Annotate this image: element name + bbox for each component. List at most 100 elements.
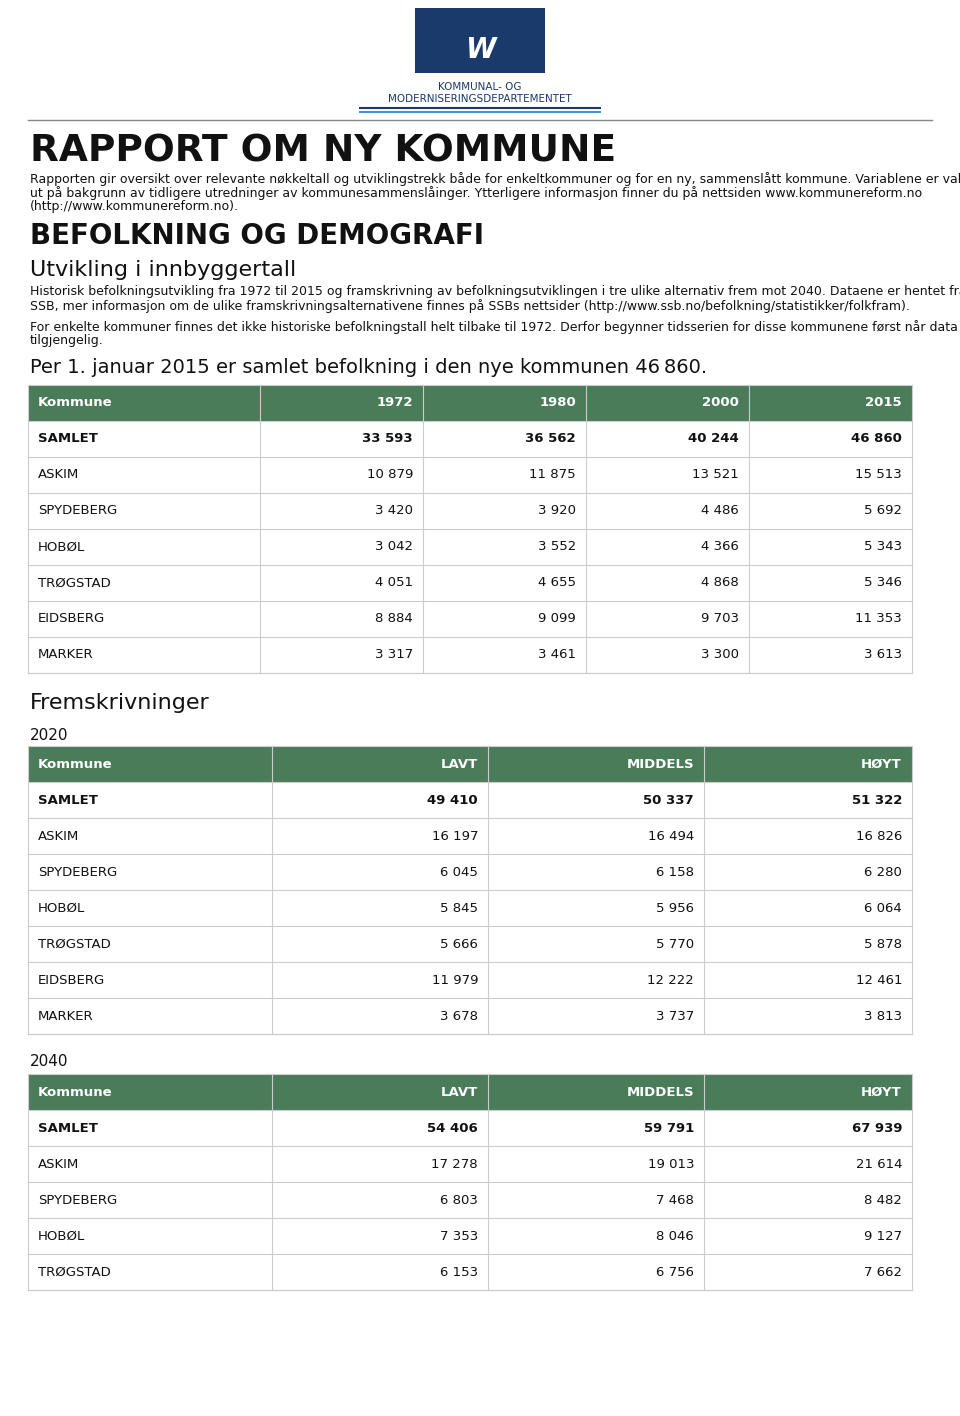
- Text: 3 813: 3 813: [864, 1010, 902, 1022]
- Text: 9 099: 9 099: [539, 613, 576, 626]
- Bar: [28, 530, 912, 565]
- Bar: [28, 385, 912, 421]
- Text: EIDSBERG: EIDSBERG: [38, 613, 106, 626]
- Text: SAMLET: SAMLET: [38, 1121, 98, 1134]
- Text: 19 013: 19 013: [647, 1157, 694, 1171]
- Text: 8 884: 8 884: [375, 613, 413, 626]
- Text: KOMMUNAL- OG: KOMMUNAL- OG: [439, 82, 521, 92]
- Text: HØYT: HØYT: [861, 1086, 902, 1099]
- Text: SPYDEBERG: SPYDEBERG: [38, 504, 117, 517]
- Text: 10 879: 10 879: [367, 469, 413, 481]
- Text: 3 613: 3 613: [864, 649, 902, 661]
- Text: 1972: 1972: [376, 396, 413, 409]
- Text: Per 1. januar 2015 er samlet befolkning i den nye kommunen 46 860.: Per 1. januar 2015 er samlet befolkning …: [30, 358, 708, 377]
- Text: Utvikling i innbyggertall: Utvikling i innbyggertall: [30, 261, 297, 280]
- Text: 4 486: 4 486: [701, 504, 739, 517]
- Text: 6 153: 6 153: [440, 1266, 478, 1279]
- Text: HOBØL: HOBØL: [38, 902, 85, 915]
- Text: 5 956: 5 956: [656, 902, 694, 915]
- Text: 12 461: 12 461: [855, 974, 902, 987]
- Text: LAVT: LAVT: [441, 758, 478, 770]
- Text: 11 353: 11 353: [855, 613, 902, 626]
- Text: 7 353: 7 353: [440, 1229, 478, 1242]
- Text: 49 410: 49 410: [427, 793, 478, 807]
- Text: 16 197: 16 197: [431, 830, 478, 843]
- Text: 3 042: 3 042: [375, 541, 413, 554]
- Text: 6 280: 6 280: [864, 865, 902, 878]
- Text: 3 461: 3 461: [538, 649, 576, 661]
- Text: 2040: 2040: [30, 1054, 68, 1069]
- Text: HØYT: HØYT: [861, 758, 902, 770]
- Text: Kommune: Kommune: [38, 758, 112, 770]
- Text: MARKER: MARKER: [38, 649, 94, 661]
- Text: 33 593: 33 593: [362, 432, 413, 446]
- Text: ASKIM: ASKIM: [38, 830, 80, 843]
- Bar: [28, 1182, 912, 1218]
- Text: 6 158: 6 158: [656, 865, 694, 878]
- Text: Rapporten gir oversikt over relevante nøkkeltall og utviklingstrekk både for enk: Rapporten gir oversikt over relevante nø…: [30, 171, 960, 185]
- Text: Kommune: Kommune: [38, 1086, 112, 1099]
- Bar: [28, 565, 912, 600]
- Text: 17 278: 17 278: [431, 1157, 478, 1171]
- Text: 4 051: 4 051: [375, 576, 413, 589]
- Bar: [28, 1073, 912, 1110]
- Text: MIDDELS: MIDDELS: [626, 1086, 694, 1099]
- Bar: [28, 1146, 912, 1182]
- Text: 40 244: 40 244: [688, 432, 739, 446]
- Bar: [28, 854, 912, 891]
- Text: SPYDEBERG: SPYDEBERG: [38, 1194, 117, 1206]
- Text: 6 064: 6 064: [864, 902, 902, 915]
- Text: MIDDELS: MIDDELS: [626, 758, 694, 770]
- Text: 59 791: 59 791: [644, 1121, 694, 1134]
- Text: 4 366: 4 366: [701, 541, 739, 554]
- Text: SSB, mer informasjon om de ulike framskrivningsalternativene finnes på SSBs nett: SSB, mer informasjon om de ulike framskr…: [30, 299, 910, 313]
- Text: 54 406: 54 406: [427, 1121, 478, 1134]
- Text: 9 127: 9 127: [864, 1229, 902, 1242]
- Text: Fremskrivninger: Fremskrivninger: [30, 692, 209, 714]
- Text: 7 662: 7 662: [864, 1266, 902, 1279]
- Bar: [28, 637, 912, 673]
- Text: 8 046: 8 046: [657, 1229, 694, 1242]
- Text: 8 482: 8 482: [864, 1194, 902, 1206]
- Text: ut på bakgrunn av tidligere utredninger av kommunesammenslåinger. Ytterligere in: ut på bakgrunn av tidligere utredninger …: [30, 185, 923, 200]
- Text: TRØGSTAD: TRØGSTAD: [38, 1266, 110, 1279]
- Bar: [28, 1110, 912, 1146]
- Text: 16 826: 16 826: [855, 830, 902, 843]
- Bar: [28, 600, 912, 637]
- Text: 3 678: 3 678: [440, 1010, 478, 1022]
- Text: 3 317: 3 317: [374, 649, 413, 661]
- Text: W: W: [465, 35, 495, 64]
- Text: 6 045: 6 045: [440, 865, 478, 878]
- Text: 11 979: 11 979: [431, 974, 478, 987]
- Text: 1980: 1980: [540, 396, 576, 409]
- Text: MARKER: MARKER: [38, 1010, 94, 1022]
- Text: tilgjengelig.: tilgjengelig.: [30, 334, 104, 347]
- Text: 21 614: 21 614: [855, 1157, 902, 1171]
- Bar: [28, 782, 912, 818]
- Text: For enkelte kommuner finnes det ikke historiske befolkningstall helt tilbake til: For enkelte kommuner finnes det ikke his…: [30, 320, 960, 334]
- Text: 16 494: 16 494: [648, 830, 694, 843]
- Text: 3 920: 3 920: [538, 504, 576, 517]
- Text: SAMLET: SAMLET: [38, 432, 98, 446]
- Text: 2015: 2015: [865, 396, 902, 409]
- Text: 51 322: 51 322: [852, 793, 902, 807]
- Text: 3 300: 3 300: [701, 649, 739, 661]
- Text: 5 346: 5 346: [864, 576, 902, 589]
- Text: 2000: 2000: [702, 396, 739, 409]
- Bar: [28, 493, 912, 530]
- Text: 7 468: 7 468: [656, 1194, 694, 1206]
- Text: 12 222: 12 222: [647, 974, 694, 987]
- Text: Historisk befolkningsutvikling fra 1972 til 2015 og framskrivning av befolknings: Historisk befolkningsutvikling fra 1972 …: [30, 285, 960, 297]
- Text: 3 420: 3 420: [375, 504, 413, 517]
- Bar: [415, 8, 545, 74]
- Text: 5 845: 5 845: [440, 902, 478, 915]
- Bar: [28, 746, 912, 782]
- Text: 2020: 2020: [30, 728, 68, 743]
- Bar: [28, 421, 912, 457]
- Text: 3 737: 3 737: [656, 1010, 694, 1022]
- Text: 5 343: 5 343: [864, 541, 902, 554]
- Bar: [28, 998, 912, 1034]
- Text: 3 552: 3 552: [538, 541, 576, 554]
- Text: (http://www.kommunereform.no).: (http://www.kommunereform.no).: [30, 200, 239, 212]
- Text: 5 770: 5 770: [656, 937, 694, 950]
